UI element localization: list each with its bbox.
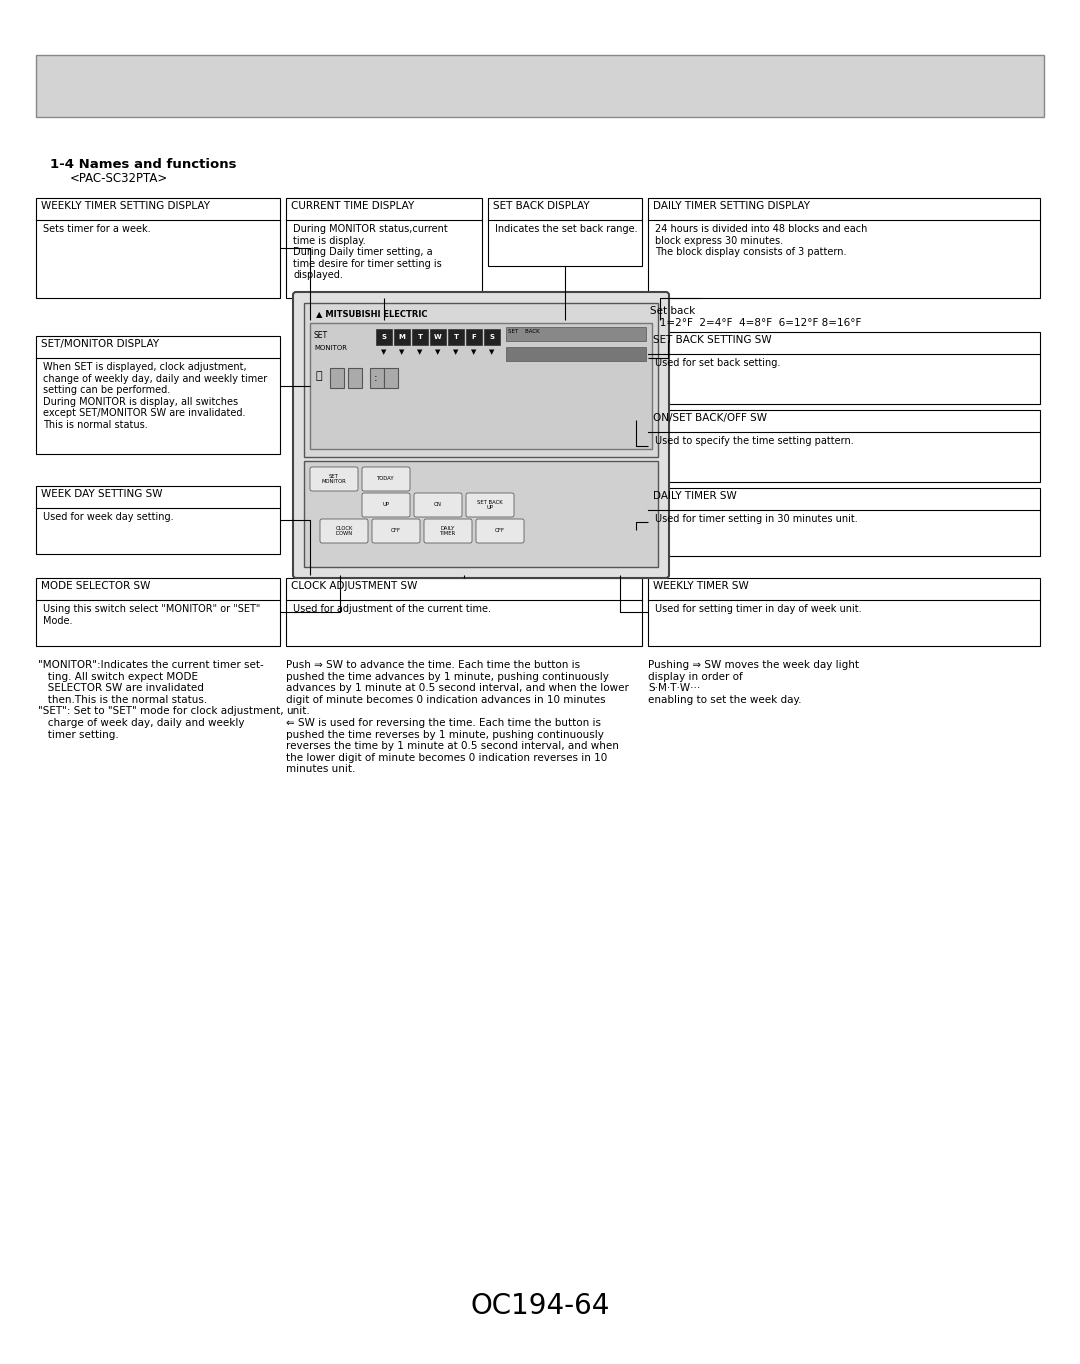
Bar bbox=[286, 198, 482, 297]
Bar bbox=[507, 327, 646, 341]
Text: SET BACK SETTING SW: SET BACK SETTING SW bbox=[653, 336, 771, 345]
Text: S: S bbox=[489, 334, 495, 340]
Bar bbox=[36, 198, 280, 297]
Text: Pushing ⇒ SW moves the week day light
display in order of
S·M·T·W···
enabling to: Pushing ⇒ SW moves the week day light di… bbox=[648, 660, 859, 705]
Text: DAILY TIMER SW: DAILY TIMER SW bbox=[653, 491, 737, 501]
Bar bbox=[36, 578, 280, 647]
FancyBboxPatch shape bbox=[362, 466, 410, 491]
Text: ON/SET BACK/OFF SW: ON/SET BACK/OFF SW bbox=[653, 413, 767, 423]
Bar bbox=[36, 55, 1044, 117]
Bar bbox=[36, 336, 280, 454]
Text: Used for set back setting.: Used for set back setting. bbox=[654, 357, 781, 368]
Text: ON: ON bbox=[434, 502, 442, 507]
Bar bbox=[448, 329, 464, 345]
Text: ▼: ▼ bbox=[489, 349, 495, 355]
Text: ▼: ▼ bbox=[454, 349, 459, 355]
Text: Used for timer setting in 30 minutes unit.: Used for timer setting in 30 minutes uni… bbox=[654, 514, 858, 524]
Bar bbox=[411, 329, 428, 345]
Text: MONITOR: MONITOR bbox=[314, 345, 347, 351]
FancyBboxPatch shape bbox=[320, 518, 368, 543]
Text: T: T bbox=[454, 334, 459, 340]
Text: UP: UP bbox=[382, 502, 390, 507]
Bar bbox=[330, 368, 345, 387]
Text: "MONITOR":Indicates the current timer set-
   ting. All switch expect MODE
   SE: "MONITOR":Indicates the current timer se… bbox=[38, 660, 284, 739]
Text: Set back
   1=2°F  2=4°F  4=8°F  6=12°F 8=16°F: Set back 1=2°F 2=4°F 4=8°F 6=12°F 8=16°F bbox=[650, 306, 862, 327]
Text: W: W bbox=[434, 334, 442, 340]
FancyBboxPatch shape bbox=[310, 466, 357, 491]
Text: ▼: ▼ bbox=[400, 349, 405, 355]
Bar bbox=[648, 198, 1040, 297]
Text: DAILY TIMER SETTING DISPLAY: DAILY TIMER SETTING DISPLAY bbox=[653, 201, 810, 211]
Bar bbox=[394, 329, 410, 345]
Bar bbox=[376, 329, 392, 345]
Text: Push ⇒ SW to advance the time. Each time the button is
pushed the time advances : Push ⇒ SW to advance the time. Each time… bbox=[286, 660, 629, 775]
Bar bbox=[370, 368, 384, 387]
Text: T: T bbox=[418, 334, 422, 340]
Text: SET
MONITOR: SET MONITOR bbox=[322, 473, 347, 484]
Bar bbox=[384, 368, 399, 387]
Text: Used for setting timer in day of week unit.: Used for setting timer in day of week un… bbox=[654, 604, 862, 614]
Text: ▼: ▼ bbox=[417, 349, 422, 355]
Bar bbox=[430, 329, 446, 345]
Bar bbox=[648, 331, 1040, 404]
Text: Used for adjustment of the current time.: Used for adjustment of the current time. bbox=[293, 604, 491, 614]
Text: CURRENT TIME DISPLAY: CURRENT TIME DISPLAY bbox=[291, 201, 415, 211]
Bar bbox=[348, 368, 362, 387]
Text: SET BACK DISPLAY: SET BACK DISPLAY bbox=[492, 201, 590, 211]
Text: OFF: OFF bbox=[391, 528, 401, 533]
Text: Using this switch select "MONITOR" or "SET"
Mode.: Using this switch select "MONITOR" or "S… bbox=[43, 604, 260, 626]
Text: Indicates the set back range.: Indicates the set back range. bbox=[495, 224, 637, 235]
Text: CLOCK ADJUSTMENT SW: CLOCK ADJUSTMENT SW bbox=[291, 581, 417, 591]
Text: SET: SET bbox=[314, 331, 328, 340]
FancyBboxPatch shape bbox=[372, 518, 420, 543]
Text: ▼: ▼ bbox=[435, 349, 441, 355]
Text: ⌛: ⌛ bbox=[316, 371, 323, 381]
Text: CLOCK
DOWN: CLOCK DOWN bbox=[335, 525, 353, 536]
Text: WEEKLY TIMER SW: WEEKLY TIMER SW bbox=[653, 581, 748, 591]
Text: OC194-64: OC194-64 bbox=[470, 1292, 610, 1320]
Bar bbox=[648, 488, 1040, 557]
FancyBboxPatch shape bbox=[293, 292, 669, 578]
Bar bbox=[648, 411, 1040, 481]
Bar bbox=[286, 578, 642, 647]
Bar bbox=[507, 346, 646, 361]
Text: Used for week day setting.: Used for week day setting. bbox=[43, 512, 174, 522]
Text: MODE SELECTOR SW: MODE SELECTOR SW bbox=[41, 581, 150, 591]
FancyBboxPatch shape bbox=[310, 323, 652, 449]
Text: ▲ MITSUBISHI ELECTRIC: ▲ MITSUBISHI ELECTRIC bbox=[316, 310, 428, 318]
Text: WEEK DAY SETTING SW: WEEK DAY SETTING SW bbox=[41, 490, 162, 499]
Text: OFF: OFF bbox=[495, 528, 505, 533]
Text: F: F bbox=[472, 334, 476, 340]
Bar bbox=[484, 329, 500, 345]
FancyBboxPatch shape bbox=[424, 518, 472, 543]
Text: When SET is displayed, clock adjustment,
change of weekly day, daily and weekly : When SET is displayed, clock adjustment,… bbox=[43, 361, 267, 430]
Bar bbox=[36, 486, 280, 554]
Text: Used to specify the time setting pattern.: Used to specify the time setting pattern… bbox=[654, 436, 854, 446]
Text: SET/MONITOR DISPLAY: SET/MONITOR DISPLAY bbox=[41, 340, 159, 349]
Text: Sets timer for a week.: Sets timer for a week. bbox=[43, 224, 150, 235]
Bar bbox=[648, 578, 1040, 647]
Text: M: M bbox=[399, 334, 405, 340]
FancyBboxPatch shape bbox=[303, 303, 658, 457]
Text: :: : bbox=[374, 372, 378, 383]
Text: 24 hours is divided into 48 blocks and each
block express 30 minutes.
The block : 24 hours is divided into 48 blocks and e… bbox=[654, 224, 867, 258]
Text: ▼: ▼ bbox=[471, 349, 476, 355]
FancyBboxPatch shape bbox=[362, 492, 410, 517]
FancyBboxPatch shape bbox=[476, 518, 524, 543]
Text: 1-4 Names and functions: 1-4 Names and functions bbox=[50, 158, 237, 170]
Text: SET    BACK: SET BACK bbox=[508, 329, 540, 334]
FancyBboxPatch shape bbox=[303, 461, 658, 567]
FancyBboxPatch shape bbox=[414, 492, 462, 517]
Text: TODAY: TODAY bbox=[377, 476, 395, 481]
Bar bbox=[465, 329, 482, 345]
Bar bbox=[488, 198, 642, 266]
Text: <PAC-SC32PTA>: <PAC-SC32PTA> bbox=[70, 172, 168, 186]
FancyBboxPatch shape bbox=[465, 492, 514, 517]
Text: DAILY
TIMER: DAILY TIMER bbox=[440, 525, 456, 536]
Text: S: S bbox=[381, 334, 387, 340]
Text: WEEKLY TIMER SETTING DISPLAY: WEEKLY TIMER SETTING DISPLAY bbox=[41, 201, 210, 211]
Text: During MONITOR status,current
time is display.
During Daily timer setting, a
tim: During MONITOR status,current time is di… bbox=[293, 224, 448, 281]
Text: ▼: ▼ bbox=[381, 349, 387, 355]
Text: SET BACK
UP: SET BACK UP bbox=[477, 499, 503, 510]
